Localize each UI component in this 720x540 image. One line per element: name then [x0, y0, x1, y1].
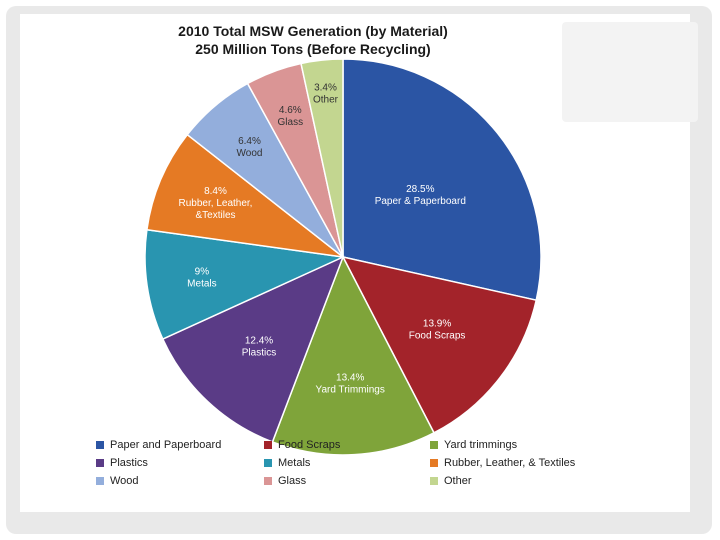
pie-slice-paper-and-paperboard [342, 58, 542, 302]
legend-item-other: Other [430, 473, 650, 488]
legend-item-food-scraps: Food Scraps [264, 437, 430, 452]
legend-label: Paper and Paperboard [110, 438, 222, 451]
legend-swatch [264, 458, 272, 467]
legend-swatch [430, 458, 438, 467]
chart-subtitle: 250 Million Tons (Before Recycling) [195, 41, 431, 57]
slice-label-glass: 4.6% Glass [278, 105, 304, 128]
chart-legend: Paper and Paperboard Food Scraps Yard trim… [96, 437, 656, 488]
pie-slice-metals [144, 228, 346, 341]
legend-swatch [430, 476, 438, 485]
pie-slice-yard-trimmings [271, 255, 436, 456]
slice-label-plastics: 12.4% Plastics [242, 336, 276, 359]
legend-item-yard-trimmings: Yard trimmings [430, 437, 650, 452]
slice-label-metals: 9% Metals [187, 267, 216, 290]
legend-swatch [430, 440, 438, 449]
slice-label-food-scraps: 13.9% Food Scraps [409, 319, 466, 342]
legend-label: Yard trimmings [444, 438, 518, 451]
legend-item-wood: Wood [96, 473, 264, 488]
pie-slice-other [300, 58, 344, 258]
slice-label-rubber-leather-textiles: 8.4% Rubber, Leather, &Textiles [179, 186, 253, 221]
legend-item-metals: Metals [264, 455, 430, 470]
legend-label: Other [444, 474, 472, 487]
slice-label-paper-and-paperboard: 28.5% Paper & Paperboard [375, 184, 466, 207]
legend-item-plastics: Plastics [96, 455, 264, 470]
background-panel [562, 22, 698, 122]
chart-title: 2010 Total MSW Generation (by Material) [178, 23, 448, 39]
slice-label-yard-trimmings: 13.4% Yard Trimmings [316, 373, 385, 396]
legend-swatch [96, 440, 104, 449]
pie-slice-rubber-leather-textiles [146, 133, 346, 259]
slice-label-wood: 6.4% Wood [237, 136, 263, 159]
legend-swatch [96, 476, 104, 485]
legend-label: Wood [110, 474, 139, 487]
legend-label: Glass [278, 474, 307, 487]
legend-label: Food Scraps [278, 438, 341, 451]
legend-swatch [96, 458, 104, 467]
chart-title-block: 2010 Total MSW Generation (by Material) … [108, 22, 518, 58]
legend-item-glass: Glass [264, 473, 430, 488]
pie-slice-plastics [161, 255, 345, 443]
legend-item-rubber-leather-textiles: Rubber, Leather, & Textiles [430, 455, 650, 470]
legend-item-paper-and-paperboard: Paper and Paperboard [96, 437, 264, 452]
legend-label: Plastics [110, 456, 148, 469]
legend-label: Metals [278, 456, 311, 469]
slice-label-other: 3.4% Other [313, 83, 339, 106]
legend-swatch [264, 440, 272, 449]
legend-label: Rubber, Leather, & Textiles [444, 456, 576, 469]
legend-swatch [264, 476, 272, 485]
pie-slice-food-scraps [341, 255, 538, 434]
